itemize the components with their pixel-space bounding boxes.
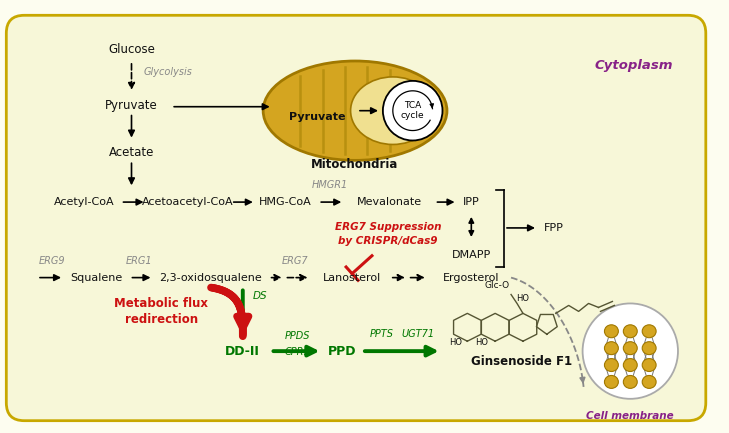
Text: HO: HO — [475, 338, 488, 347]
Text: DD-II: DD-II — [225, 345, 260, 358]
Text: Glycolysis: Glycolysis — [144, 67, 192, 77]
Ellipse shape — [642, 375, 656, 388]
Text: Mevalonate: Mevalonate — [357, 197, 422, 207]
Ellipse shape — [623, 359, 637, 372]
Text: UGT71: UGT71 — [401, 329, 434, 339]
Ellipse shape — [351, 77, 435, 145]
Text: Ergosterol: Ergosterol — [443, 273, 499, 283]
Text: Acetoacetyl-CoA: Acetoacetyl-CoA — [142, 197, 234, 207]
Text: TCA
cycle: TCA cycle — [401, 101, 424, 120]
Ellipse shape — [642, 342, 656, 355]
Ellipse shape — [623, 375, 637, 388]
Text: Glucose: Glucose — [108, 43, 155, 56]
Text: HO: HO — [449, 338, 462, 347]
Ellipse shape — [623, 342, 637, 355]
Ellipse shape — [263, 61, 447, 160]
Text: DS: DS — [253, 291, 268, 301]
Text: Cytoplasm: Cytoplasm — [595, 59, 673, 72]
Text: Mitochondria: Mitochondria — [311, 158, 399, 171]
Text: PPDS: PPDS — [285, 331, 310, 341]
Text: CPR1: CPR1 — [284, 347, 311, 357]
Text: Ginsenoside F1: Ginsenoside F1 — [472, 355, 572, 368]
Text: PPD: PPD — [328, 345, 356, 358]
Text: Lanosterol: Lanosterol — [323, 273, 381, 283]
Text: DMAPP: DMAPP — [452, 250, 491, 260]
Text: FPP: FPP — [544, 223, 564, 233]
Ellipse shape — [604, 375, 618, 388]
Text: HO: HO — [516, 294, 529, 304]
Text: by CRISPR/dCas9: by CRISPR/dCas9 — [338, 236, 437, 246]
Ellipse shape — [604, 342, 618, 355]
Text: PPTS: PPTS — [370, 329, 394, 339]
Circle shape — [582, 304, 678, 399]
FancyBboxPatch shape — [7, 15, 706, 421]
Ellipse shape — [604, 359, 618, 372]
Text: ERG7: ERG7 — [282, 256, 309, 266]
Text: Squalene: Squalene — [71, 273, 123, 283]
Ellipse shape — [604, 325, 618, 338]
Text: 2,3-oxidosqualene: 2,3-oxidosqualene — [160, 273, 262, 283]
Text: Pyruvate: Pyruvate — [289, 112, 346, 122]
Text: Acetyl-CoA: Acetyl-CoA — [53, 197, 114, 207]
Text: Cell membrane: Cell membrane — [586, 411, 674, 421]
Text: redirection: redirection — [125, 313, 198, 326]
Text: ERG1: ERG1 — [126, 256, 153, 266]
Text: Glc-O: Glc-O — [485, 281, 510, 290]
Text: ERG9: ERG9 — [39, 256, 66, 266]
Text: Pyruvate: Pyruvate — [105, 99, 158, 112]
Text: Acetate: Acetate — [109, 146, 155, 159]
Ellipse shape — [623, 325, 637, 338]
Ellipse shape — [642, 359, 656, 372]
Text: ERG7 Suppression: ERG7 Suppression — [335, 222, 441, 232]
Text: HMGR1: HMGR1 — [312, 180, 348, 190]
Text: IPP: IPP — [463, 197, 480, 207]
Text: HMG-CoA: HMG-CoA — [259, 197, 312, 207]
Circle shape — [383, 81, 443, 140]
Text: Metabolic flux: Metabolic flux — [114, 297, 208, 310]
Ellipse shape — [642, 325, 656, 338]
